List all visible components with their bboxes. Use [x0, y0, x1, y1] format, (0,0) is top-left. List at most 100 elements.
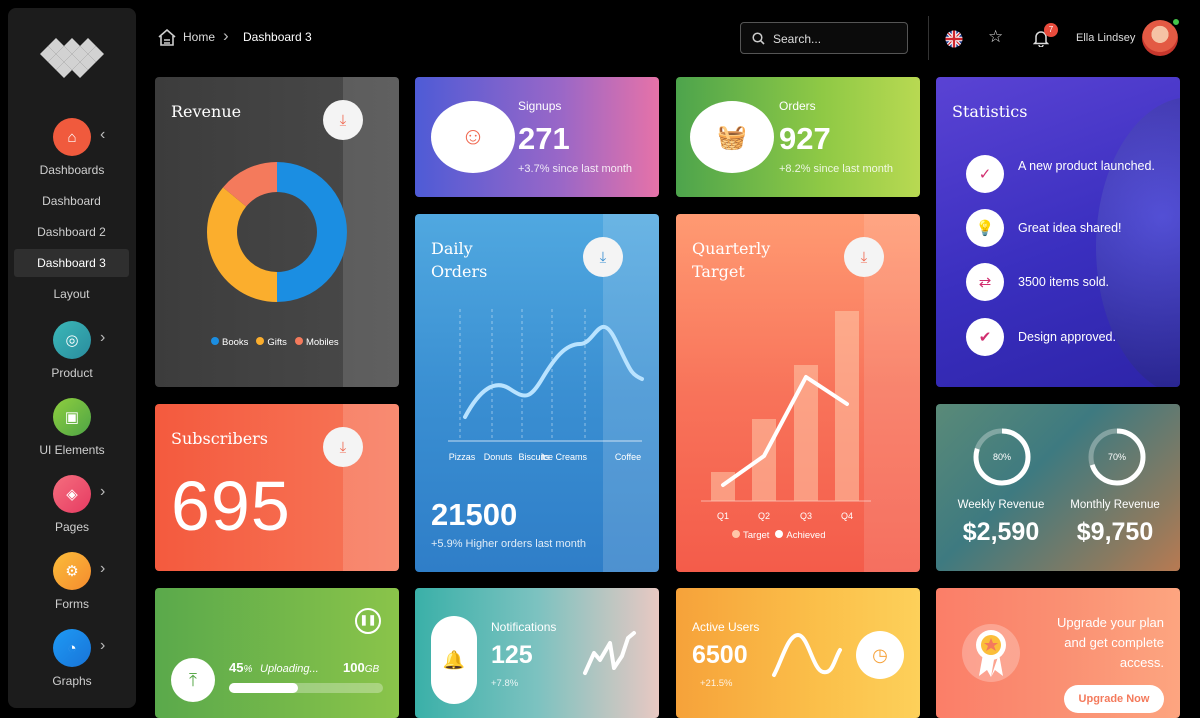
logo-icon [40, 38, 104, 78]
donut-slice-mobiles [223, 162, 277, 207]
bell-icon: 🔔 [431, 616, 477, 704]
ui-elements-icon: ▣ [53, 398, 91, 436]
download-icon[interactable]: ⤓ [583, 237, 623, 277]
chevron-right-icon: › [100, 483, 106, 500]
upgrade-card: Upgrade your plan and get complete access.… [936, 588, 1180, 718]
download-icon[interactable]: ⤓ [323, 100, 363, 140]
badge-icon [962, 624, 1020, 682]
achieved-line [721, 375, 849, 487]
target-bar-q3 [794, 365, 818, 501]
notification-badge: 7 [1044, 23, 1058, 37]
graphs-icon: ◔ [53, 629, 91, 667]
pause-icon[interactable]: ❚❚ [355, 608, 381, 634]
daily-orders-line [463, 324, 644, 419]
subscribers-card: Subscribers ⤓ 695 [155, 404, 399, 571]
breadcrumb-home[interactable]: Home [183, 30, 216, 44]
tick-label: Donuts [484, 452, 513, 462]
upload-pct: 45% Uploading... [229, 660, 319, 675]
nav-product-label: Product [51, 366, 93, 380]
weekly-progress-ring: 80% [973, 428, 1031, 486]
quarterly-title-1: Quarterly [692, 239, 771, 258]
stat-item: ✓ A new product launched. [966, 155, 1180, 195]
pages-icon: ◈ [53, 475, 91, 513]
monthly-label: Monthly Revenue [1070, 499, 1160, 511]
nav-graphs[interactable]: ◔ › Graphs [8, 629, 136, 688]
nav-dashboards-label: Dashboards [39, 163, 105, 177]
check-circle-icon: ✓ [966, 155, 1004, 193]
svg-text:70%: 70% [1108, 452, 1126, 462]
tick-label: Ice Creams [541, 452, 588, 462]
revenue-title: Revenue [171, 102, 242, 121]
signups-card: ☺ Signups 271 +3.7% since last month [415, 77, 659, 197]
nav-forms[interactable]: ⚙ › Forms [8, 552, 136, 611]
tick-label: Coffee [615, 452, 641, 462]
nav-dashboards[interactable]: ⌂ ‹ Dashboards [8, 118, 136, 177]
legend-gifts: Gifts [256, 337, 287, 348]
basket-icon: 🧺 [690, 101, 774, 173]
orders-value: 927 [779, 121, 831, 156]
header-divider [928, 16, 929, 60]
tick-label: Q4 [841, 511, 853, 521]
monthly-progress-ring: 70% [1088, 428, 1146, 486]
chevron-right-icon: › [100, 329, 106, 346]
download-icon[interactable]: ⤓ [844, 237, 884, 277]
notifications-sparkline [583, 631, 636, 675]
tick-label: Biscuits [518, 452, 550, 462]
weekly-value: $2,590 [962, 518, 1040, 546]
active-users-card: Active Users 6500 +21.5% ◷ [676, 588, 920, 718]
active-users-value: 6500 [692, 641, 748, 669]
tick-label: Pizzas [449, 452, 476, 462]
chevron-right-icon: › [223, 26, 229, 45]
weekly-label: Weekly Revenue [957, 499, 1045, 511]
online-status-dot [1171, 17, 1181, 27]
legend-mobiles: Mobiles [294, 337, 339, 348]
nav-ui-label: UI Elements [39, 443, 105, 457]
orders-sub: +8.2% since last month [779, 163, 894, 175]
revenue-progress-card: 80% 70% Weekly Revenue $2,590 Monthly Re… [936, 404, 1180, 571]
revenue-card: Revenue ⤓ Books Gifts Mobiles [155, 77, 399, 387]
download-icon[interactable]: ⤓ [323, 427, 363, 467]
upload-icon: ⤒ [171, 658, 215, 702]
quarterly-bar-chart: Q1 Q2 Q3 Q4 [701, 311, 871, 521]
daily-orders-card: Daily Orders ⤓ Pizzas Donuts Biscuits Ic… [415, 214, 659, 572]
quarterly-legend: Target Achieved [732, 530, 826, 541]
daily-value: 21500 [431, 497, 518, 532]
donut-slice-gifts [207, 187, 277, 302]
star-icon[interactable]: ☆ [988, 27, 1004, 46]
timer-icon: ◷ [856, 631, 904, 679]
svg-text:80%: 80% [993, 452, 1011, 462]
tick-label: Q2 [758, 511, 770, 521]
nav-dashboard-2[interactable]: Dashboard 2 [37, 225, 106, 239]
upgrade-now-button[interactable]: Upgrade Now [1064, 685, 1164, 713]
active-users-label: Active Users [692, 620, 760, 634]
quarterly-target-card: Quarterly Target ⤓ Q1 Q2 Q3 Q4 Target Ac… [676, 214, 920, 572]
nav-product[interactable]: ◎ › Product [8, 321, 136, 380]
repeat-icon: ⇄ [966, 263, 1004, 301]
orders-card: 🧺 Orders 927 +8.2% since last month [676, 77, 920, 197]
nav-dashboard[interactable]: Dashboard [42, 194, 101, 208]
revenue-legend: Books Gifts Mobiles [211, 337, 339, 348]
search-icon [752, 32, 765, 45]
notifications-label: Notifications [491, 620, 557, 634]
tick-label: Q1 [717, 511, 729, 521]
stat-item: ✔ Design approved. [966, 318, 1180, 358]
orders-label: Orders [779, 99, 816, 113]
uk-flag-icon[interactable] [945, 30, 963, 48]
nav-layout[interactable]: Layout [53, 287, 90, 301]
subscribers-value: 695 [171, 467, 291, 545]
home-icon[interactable] [158, 29, 176, 46]
daily-sub: +5.9% Higher orders last month [431, 538, 586, 550]
nav-ui-elements[interactable]: ▣ UI Elements [8, 398, 136, 457]
user-name[interactable]: Ella Lindsey [1076, 32, 1136, 44]
nav-dashboard-3[interactable]: Dashboard 3 [14, 249, 129, 277]
search-input[interactable]: Search... [740, 22, 908, 54]
notifications-card: 🔔 Notifications 125 +7.8% [415, 588, 659, 718]
signups-value: 271 [518, 121, 570, 156]
bell-icon[interactable] [1033, 30, 1049, 47]
lightbulb-icon: 💡 [966, 209, 1004, 247]
nav-pages[interactable]: ◈ › Pages [8, 475, 136, 534]
chevron-right-icon: › [100, 560, 106, 577]
stat-item: ⇄ 3500 items sold. [966, 263, 1180, 303]
legend-books: Books [211, 337, 248, 348]
legend-achieved: Achieved [775, 530, 826, 541]
